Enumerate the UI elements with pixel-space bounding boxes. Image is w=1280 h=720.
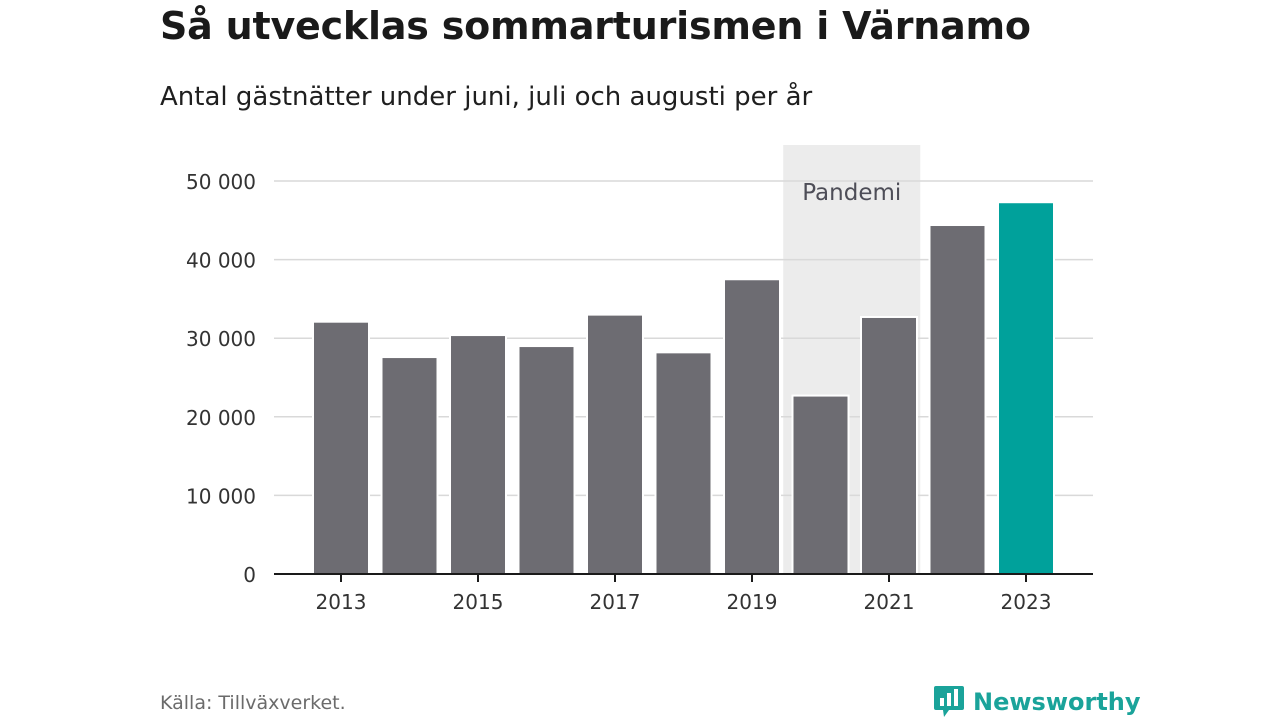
x-tick-label: 2023 (1001, 590, 1052, 614)
bar-2017 (586, 313, 644, 575)
x-tick-label: 2013 (316, 590, 367, 614)
x-tick-label: 2021 (864, 590, 915, 614)
bar-2021 (860, 315, 918, 575)
y-tick-label: 30 000 (186, 327, 256, 351)
chart-title: Så utvecklas sommarturismen i Värnamo (160, 4, 1031, 48)
brand-name: Newsworthy (973, 688, 1141, 716)
bar-2019 (723, 278, 781, 575)
bar-chart: Pandemi 0 10 000 20 000 30 000 40 000 50 000 2… (186, 145, 1093, 614)
y-tick-label: 20 000 (186, 406, 256, 430)
bar-2022 (928, 224, 987, 576)
x-tick-label: 2019 (727, 590, 778, 614)
y-tick-label: 40 000 (186, 249, 256, 273)
x-tick-label: 2015 (453, 590, 504, 614)
y-tick-label: 50 000 (186, 170, 256, 194)
bar-2016 (517, 345, 576, 575)
brand-logo: Newsworthy (933, 684, 1141, 720)
chart-subtitle: Antal gästnätter under juni, juli och au… (160, 82, 813, 112)
bar-2015 (449, 334, 507, 575)
chart-bubble-icon (934, 686, 964, 717)
bar-2020 (791, 394, 850, 575)
source-note: Källa: Tillväxverket. (160, 692, 346, 714)
y-tick-label: 0 (243, 563, 256, 587)
bar-2023 (997, 201, 1055, 576)
bar-2014 (380, 356, 439, 575)
x-tick-label: 2017 (590, 590, 641, 614)
bar-2018 (654, 351, 713, 575)
annotation-label: Pandemi (802, 180, 901, 206)
bar-2013 (312, 320, 370, 575)
y-tick-label: 10 000 (186, 484, 256, 508)
